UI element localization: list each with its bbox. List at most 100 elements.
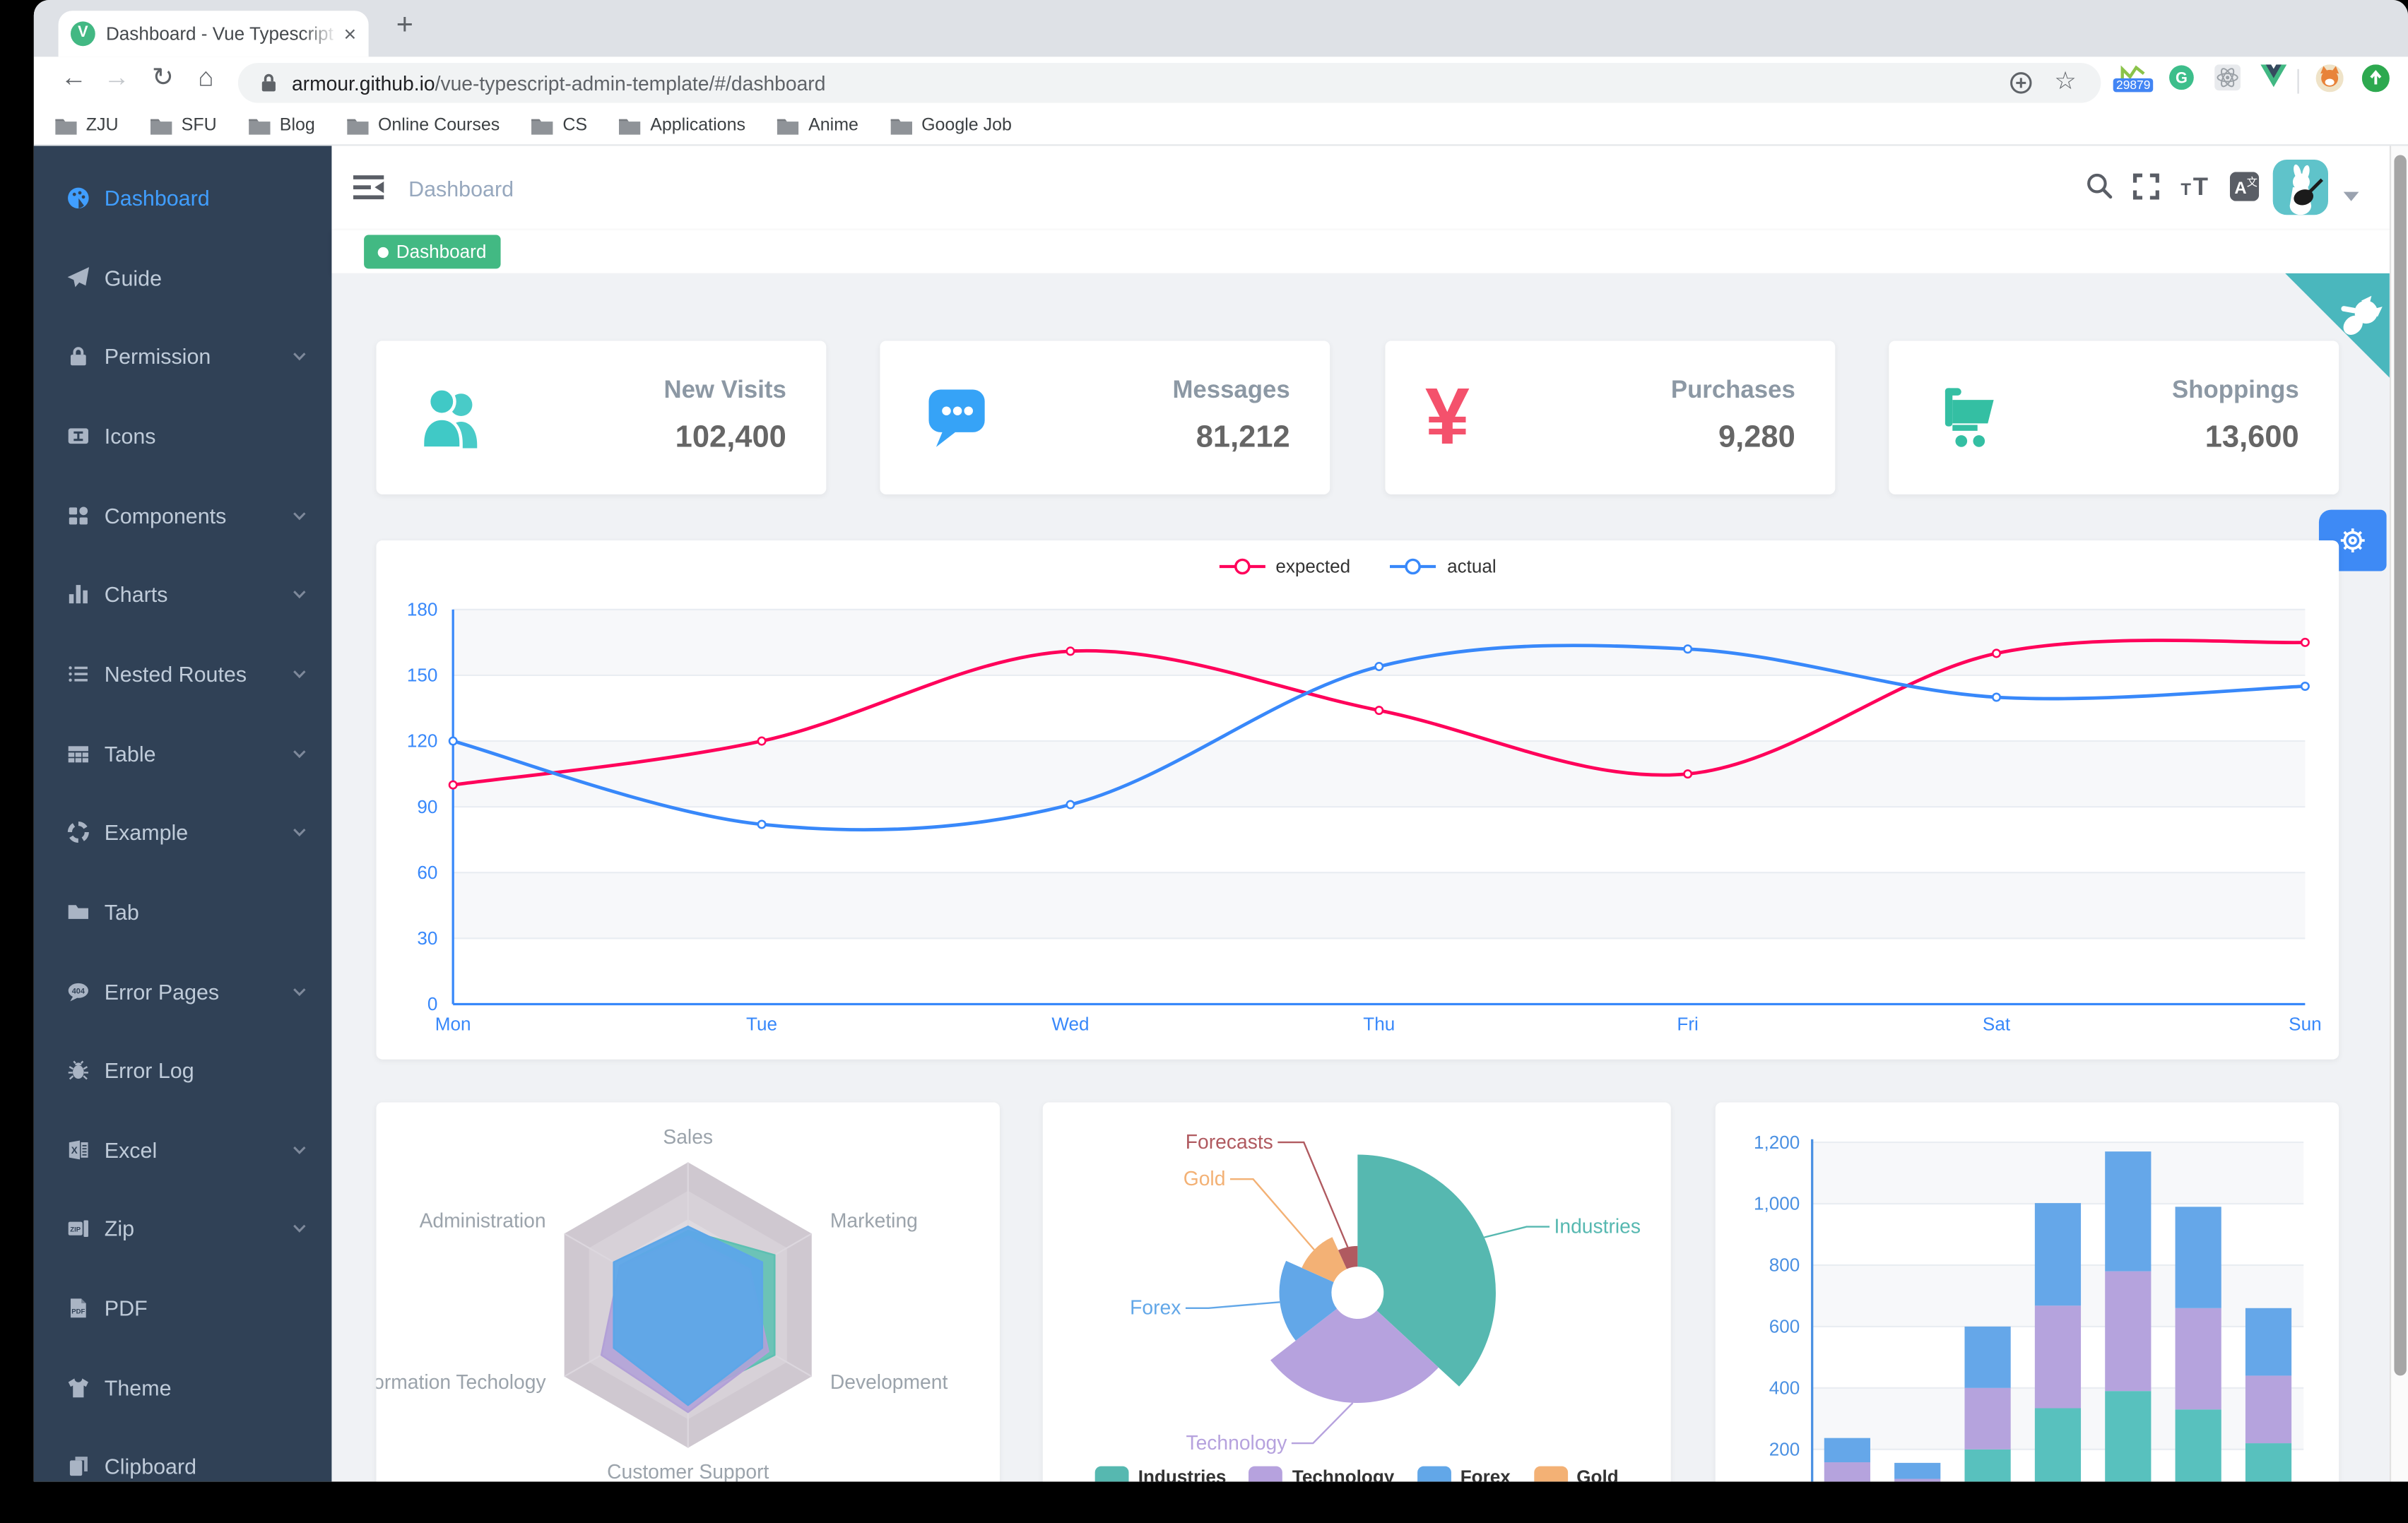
- address-bar[interactable]: armour.github.io/vue-typescript-admin-te…: [237, 63, 2101, 103]
- svg-text:Mon: Mon: [435, 1013, 471, 1034]
- sidebar-item-label: Error Pages: [104, 978, 220, 1004]
- sidebar-item-label: Clipboard: [104, 1454, 197, 1479]
- extension-react-icon[interactable]: [2214, 64, 2241, 91]
- toolbar-divider: [2297, 69, 2299, 94]
- sidebar-item-excel[interactable]: X Excel: [34, 1111, 332, 1188]
- tag-active-dot: [377, 246, 389, 258]
- stat-card-purchases[interactable]: ¥ Purchases 9,280: [1385, 340, 1836, 494]
- sidebar-item-clipboard[interactable]: Clipboard: [34, 1428, 332, 1481]
- lock-icon: [261, 73, 276, 92]
- stat-card-shoppings[interactable]: Shoppings 13,600: [1889, 340, 2339, 494]
- chrome-update-icon[interactable]: [2361, 64, 2390, 93]
- stat-card-messages[interactable]: Messages 81,212: [880, 340, 1330, 494]
- search-icon[interactable]: [2086, 172, 2113, 199]
- sidebar-item-label: Components: [104, 503, 227, 528]
- chevron-down-icon: [290, 586, 309, 604]
- sidebar-item-components[interactable]: Components: [34, 477, 332, 554]
- bookmark-blog[interactable]: Blog: [249, 117, 315, 135]
- sidebar-item-label: Error Log: [104, 1057, 194, 1083]
- reload-icon[interactable]: ↻: [151, 63, 174, 93]
- back-icon[interactable]: ←: [60, 63, 87, 93]
- bookmark-applications[interactable]: Applications: [619, 117, 745, 135]
- pie-legend-item-forex[interactable]: Forex: [1417, 1466, 1511, 1482]
- stat-label: Messages: [1172, 377, 1290, 404]
- pie-legend-item-technology[interactable]: Technology: [1249, 1466, 1394, 1482]
- bookmark-google-job[interactable]: Google Job: [890, 117, 1012, 135]
- icons-icon: [66, 424, 90, 449]
- folder-icon: [150, 119, 172, 135]
- tag-dashboard[interactable]: Dashboard: [364, 235, 500, 269]
- bookmarks-bar: ZJU SFU Blog Online Courses CS Applications An…: [33, 107, 2408, 146]
- svg-text:Sales: Sales: [663, 1125, 713, 1148]
- profile-avatar[interactable]: [2315, 64, 2344, 93]
- sidebar-item-nested-routes[interactable]: Nested Routes: [34, 636, 332, 713]
- bookmark-online-courses[interactable]: Online Courses: [347, 117, 500, 135]
- svg-text:1,200: 1,200: [1754, 1132, 1800, 1153]
- page-scrollbar-thumb[interactable]: [2393, 155, 2406, 1376]
- new-tab-button[interactable]: +: [396, 9, 413, 42]
- clipboard-icon: [66, 1454, 90, 1479]
- page-scrollbar-track[interactable]: [2389, 146, 2408, 1482]
- sidebar-item-example[interactable]: Example: [34, 794, 332, 871]
- bookmark-zju[interactable]: ZJU: [55, 117, 119, 135]
- pie-legend-item-gold[interactable]: Gold: [1533, 1466, 1619, 1482]
- sidebar-item-error-pages[interactable]: 404 Error Pages: [34, 953, 332, 1030]
- svg-text:Sun: Sun: [2289, 1013, 2321, 1034]
- extension-onetab-icon[interactable]: 29879: [2113, 64, 2154, 93]
- legend-item-expected[interactable]: expected: [1218, 556, 1350, 577]
- sidebar-item-label: Excel: [104, 1137, 158, 1162]
- line-chart-legend: expected actual: [376, 556, 2339, 577]
- sidebar-item-label: Nested Routes: [104, 661, 247, 687]
- svg-text:60: 60: [417, 862, 437, 883]
- chevron-down-icon: [290, 744, 309, 762]
- sidebar-item-table[interactable]: Table: [34, 715, 332, 792]
- chevron-down-icon: [290, 982, 309, 1000]
- zoom-page-icon[interactable]: [2008, 71, 2033, 95]
- svg-text:Sat: Sat: [1983, 1013, 2011, 1034]
- bookmark-star-icon[interactable]: ☆: [2054, 69, 2077, 95]
- user-avatar[interactable]: [2272, 160, 2328, 215]
- chevron-down-icon[interactable]: [2343, 191, 2359, 201]
- breadcrumb: Dashboard: [408, 176, 514, 201]
- folder-icon: [619, 119, 642, 135]
- stat-card-new-visits[interactable]: New Visits 102,400: [376, 340, 827, 494]
- svg-text:Information Techology: Information Techology: [376, 1370, 546, 1393]
- sidebar-item-icons[interactable]: Icons: [34, 398, 332, 475]
- extension-grammarly-icon[interactable]: G: [2168, 64, 2195, 90]
- bookmark-anime[interactable]: Anime: [777, 117, 858, 135]
- sidebar-item-tab[interactable]: Tab: [34, 873, 332, 950]
- sidebar-item-permission[interactable]: Permission: [34, 319, 332, 396]
- sidebar-item-guide[interactable]: Guide: [34, 239, 332, 316]
- svg-text:90: 90: [417, 796, 437, 817]
- sidebar-item-dashboard[interactable]: Dashboard: [34, 160, 332, 237]
- sidebar-item-theme[interactable]: Theme: [34, 1349, 332, 1426]
- sidebar-item-zip[interactable]: ZIP Zip: [34, 1190, 332, 1267]
- legend-item-actual[interactable]: actual: [1390, 556, 1497, 577]
- sidebar-toggle-icon[interactable]: [353, 174, 384, 201]
- browser-tab[interactable]: V Dashboard - Vue Typescript Ad ×: [58, 11, 369, 57]
- fullscreen-icon[interactable]: [2132, 172, 2161, 201]
- chevron-down-icon: [290, 1220, 309, 1238]
- sidebar-item-charts[interactable]: Charts: [34, 556, 332, 633]
- sidebar-item-pdf[interactable]: PDF PDF: [34, 1270, 332, 1347]
- extension-vue-icon[interactable]: [2260, 64, 2287, 88]
- dashboard-content: New Visits 102,400 Messages 81,212 ¥ Pur…: [331, 273, 2408, 1482]
- chevron-down-icon: [290, 1140, 309, 1158]
- bar-chart-card: 200 400 600 800 1,000 1,200: [1715, 1102, 2339, 1482]
- tab-close-icon[interactable]: ×: [343, 21, 357, 47]
- folder-icon: [777, 119, 800, 135]
- github-corner-link[interactable]: [2285, 273, 2408, 396]
- message-icon: [920, 381, 993, 454]
- pie-legend-item-industries[interactable]: Industries: [1094, 1466, 1226, 1482]
- forward-icon[interactable]: →: [103, 63, 130, 93]
- home-icon[interactable]: ⌂: [198, 63, 214, 93]
- sidebar-item-error-log[interactable]: Error Log: [34, 1032, 332, 1109]
- bookmark-cs[interactable]: CS: [531, 117, 587, 135]
- svg-text:Tue: Tue: [746, 1013, 777, 1034]
- bookmark-sfu[interactable]: SFU: [150, 117, 217, 135]
- svg-text:A: A: [2234, 179, 2246, 198]
- svg-text:400: 400: [1769, 1377, 1800, 1399]
- line-chart-card: expected actual 0 30 60 90 120 150 180 Mon Tue Wed…: [376, 540, 2339, 1060]
